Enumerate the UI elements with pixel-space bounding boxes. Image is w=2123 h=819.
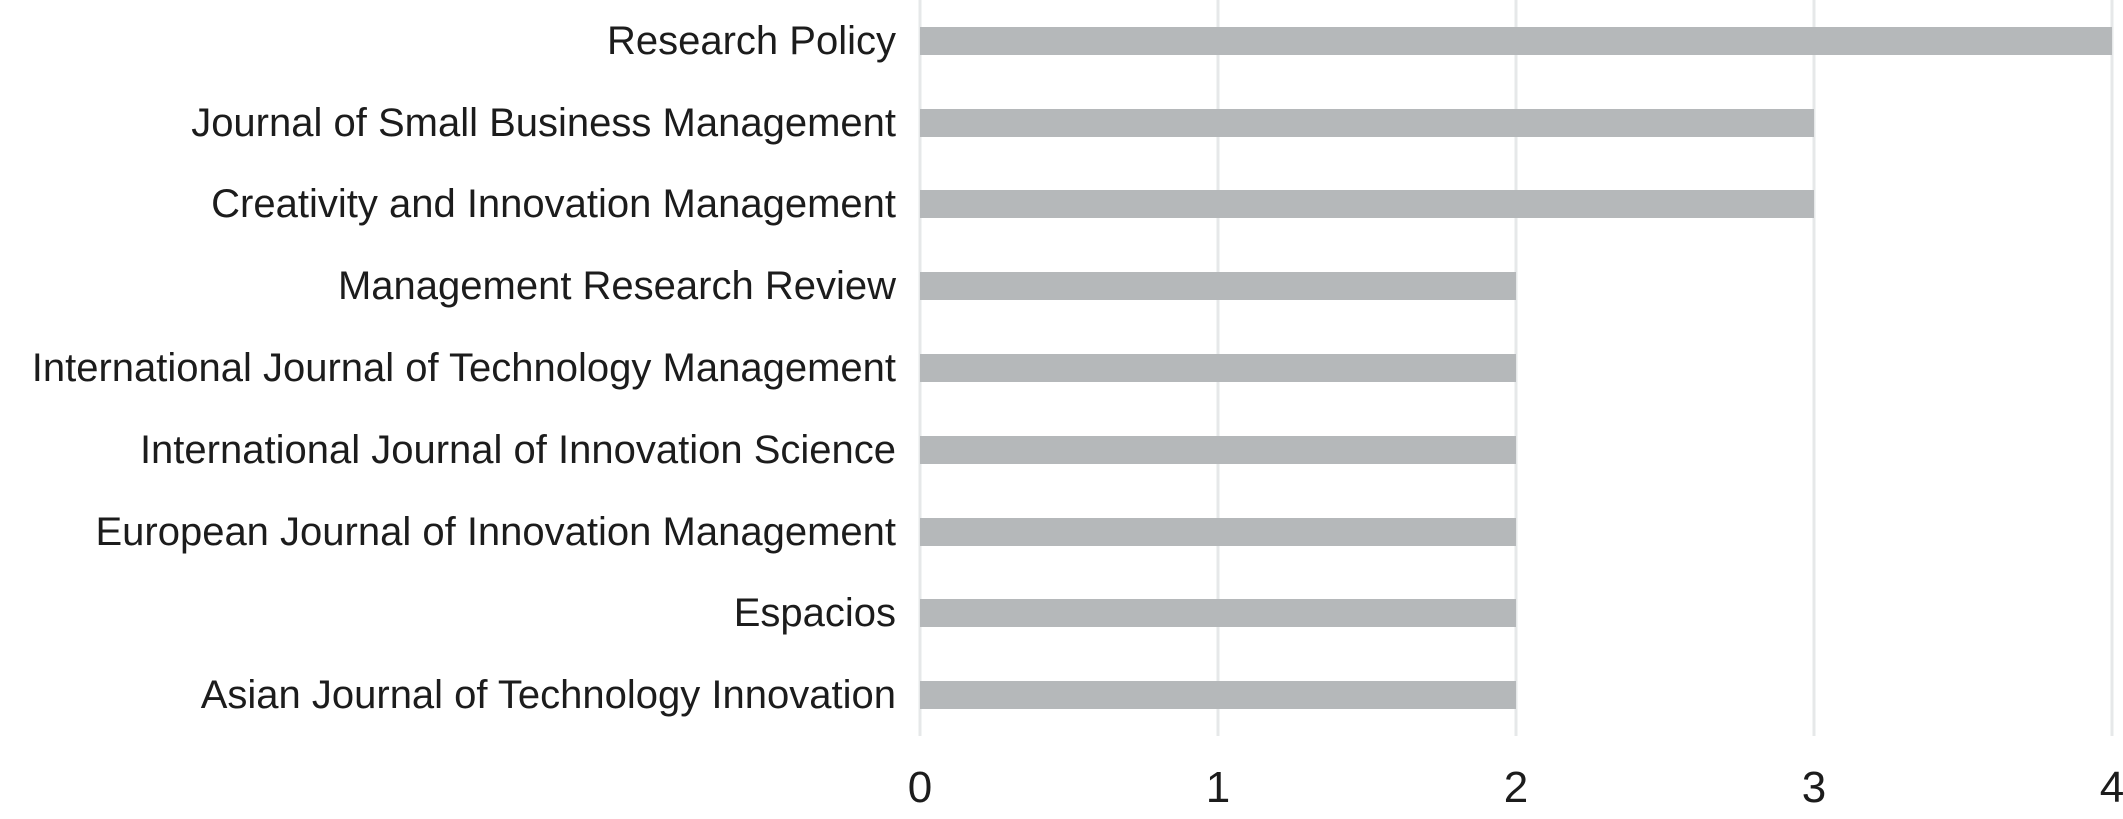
bar <box>920 108 1814 137</box>
x-tick-label: 1 <box>1205 763 1231 812</box>
bar-row <box>920 327 2112 409</box>
label-row: Espacios <box>0 572 896 654</box>
label-row: Journal of Small Business Management <box>0 82 896 164</box>
bar-row <box>920 572 2112 654</box>
bar <box>920 354 1516 383</box>
category-labels: Research Policy Journal of Small Business… <box>0 0 896 736</box>
x-tick-label: 4 <box>2099 763 2123 812</box>
category-label: Asian Journal of Technology Innovation <box>200 673 896 718</box>
label-row: Creativity and Innovation Management <box>0 164 896 246</box>
x-tick-label: 2 <box>1503 763 1529 812</box>
bar-row <box>920 164 2112 246</box>
gridline <box>1812 0 1816 736</box>
category-label: European Journal of Innovation Managemen… <box>95 509 896 554</box>
label-row: Management Research Review <box>0 245 896 327</box>
category-label: International Journal of Innovation Scie… <box>139 427 896 472</box>
label-row: European Journal of Innovation Managemen… <box>0 491 896 573</box>
bar <box>920 599 1516 628</box>
bar-row <box>920 82 2112 164</box>
category-label: Management Research Review <box>337 264 896 309</box>
bar-row <box>920 654 2112 736</box>
gridline <box>1514 0 1518 736</box>
bar <box>920 26 2112 55</box>
bar <box>920 517 1516 546</box>
category-label: Creativity and Innovation Management <box>211 182 896 227</box>
gridline <box>2110 0 2114 736</box>
category-label: Research Policy <box>606 18 896 63</box>
category-label: International Journal of Technology Mana… <box>31 346 896 391</box>
label-row: International Journal of Innovation Scie… <box>0 409 896 491</box>
bar <box>920 190 1814 219</box>
label-row: Asian Journal of Technology Innovation <box>0 654 896 736</box>
category-label: Espacios <box>733 591 896 636</box>
bar <box>920 681 1516 710</box>
bar-row <box>920 0 2112 82</box>
category-label: Journal of Small Business Management <box>191 100 896 145</box>
plot-area <box>918 0 2114 736</box>
x-tick-label: 3 <box>1801 763 1827 812</box>
bar-row <box>920 491 2112 573</box>
bar <box>920 435 1516 464</box>
x-tick-label: 0 <box>907 763 933 812</box>
bar <box>920 272 1516 301</box>
label-row: Research Policy <box>0 0 896 82</box>
label-row: International Journal of Technology Mana… <box>0 327 896 409</box>
bar-row <box>920 409 2112 491</box>
bar-row <box>920 245 2112 327</box>
bars <box>920 0 2112 736</box>
